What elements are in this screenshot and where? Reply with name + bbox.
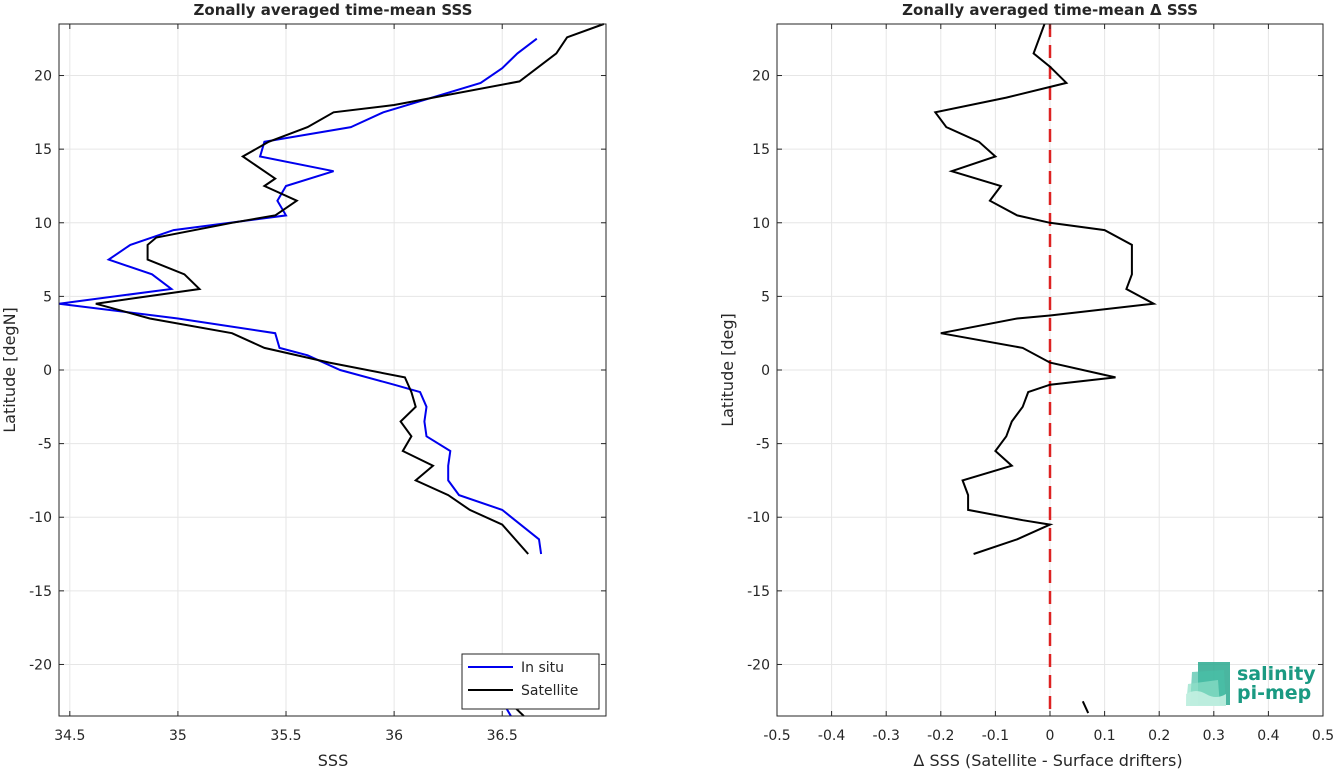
left-y-tick-label: 20 xyxy=(34,69,52,85)
right-x-axis-label: Δ SSS (Satellite - Surface drifters) xyxy=(913,751,1182,769)
right-x-tick-label: -0.1 xyxy=(982,728,1009,744)
right-y-tick-label: 15 xyxy=(752,142,770,158)
right-tick-labels: -0.5 -0.4 -0.3 -0.2 -0.1 0 0.1 0.2 0.3 0.4 0.5 -20 -… xyxy=(747,24,1334,744)
right-series-line-delta-sss xyxy=(933,23,1157,555)
right-y-tick-label: 5 xyxy=(761,289,770,305)
right-x-tick-label: -0.3 xyxy=(873,728,900,744)
right-x-tick-label: 0.2 xyxy=(1148,728,1170,744)
left-x-tick-label: 35 xyxy=(169,728,187,744)
right-y-tick-label: -10 xyxy=(747,510,770,526)
left-x-tick-label: 36 xyxy=(385,728,403,744)
right-x-tick-label: -0.2 xyxy=(927,728,954,744)
left-x-tick-label: 36.5 xyxy=(487,728,518,744)
right-panel: Zonally averaged time-mean Δ SSS -0.5 -0.… xyxy=(718,1,1334,769)
left-panel: Zonally averaged time-mean SSS 34.5 35 35.… xyxy=(0,1,607,769)
legend-label-in-situ: In situ xyxy=(521,660,564,676)
right-x-tick-label: 0.1 xyxy=(1093,728,1115,744)
right-y-tick-label: 10 xyxy=(752,216,770,232)
salinity-pi-mep-logo: salinity pi-mep xyxy=(1186,662,1316,706)
left-y-tick-label: 15 xyxy=(34,142,52,158)
legend: In situ Satellite xyxy=(461,653,600,710)
left-y-axis-label: Latitude [degN] xyxy=(0,307,19,433)
left-x-axis-label: SSS xyxy=(318,751,348,769)
right-x-tick-label: 0.4 xyxy=(1257,728,1279,744)
right-y-axis-label: Latitude [deg] xyxy=(718,313,737,427)
right-y-tick-label: -15 xyxy=(747,584,770,600)
right-y-tick-label: 20 xyxy=(752,69,770,85)
right-series-group xyxy=(933,23,1157,714)
left-tick-labels: 34.5 35 35.5 36 36.5 -20 -15 -10 -5 0 5 10 15 20 xyxy=(29,24,606,744)
right-series-line-delta-sss xyxy=(1081,700,1090,714)
left-x-tick-label: 34.5 xyxy=(54,728,85,744)
left-x-tick-label: 35.5 xyxy=(270,728,301,744)
logo-text-line1: salinity xyxy=(1237,663,1316,685)
legend-label-satellite: Satellite xyxy=(521,683,578,699)
right-chart-title: Zonally averaged time-mean Δ SSS xyxy=(902,1,1198,19)
wave-logo-icon xyxy=(1186,662,1230,706)
left-y-tick-label: -20 xyxy=(29,657,52,673)
left-y-tick-label: 5 xyxy=(43,289,52,305)
right-x-tick-label: 0 xyxy=(1046,728,1055,744)
right-y-tick-label: -20 xyxy=(747,657,770,673)
right-y-tick-label: 0 xyxy=(761,363,770,379)
right-x-tick-label: 0.5 xyxy=(1312,728,1334,744)
left-chart-title: Zonally averaged time-mean SSS xyxy=(194,1,473,19)
left-series-line-satellite xyxy=(95,23,605,555)
right-x-tick-label: -0.4 xyxy=(818,728,845,744)
left-y-tick-label: 10 xyxy=(34,216,52,232)
left-y-tick-label: 0 xyxy=(43,363,52,379)
legend-box xyxy=(461,653,600,710)
right-y-tick-label: -5 xyxy=(756,437,770,453)
right-x-tick-label: 0.3 xyxy=(1203,728,1225,744)
left-y-tick-label: -5 xyxy=(38,437,52,453)
left-gridlines xyxy=(59,24,606,716)
logo-text-line2: pi-mep xyxy=(1237,682,1311,704)
left-y-tick-label: -10 xyxy=(29,510,52,526)
right-x-tick-label: -0.5 xyxy=(763,728,790,744)
left-y-tick-label: -15 xyxy=(29,584,52,600)
